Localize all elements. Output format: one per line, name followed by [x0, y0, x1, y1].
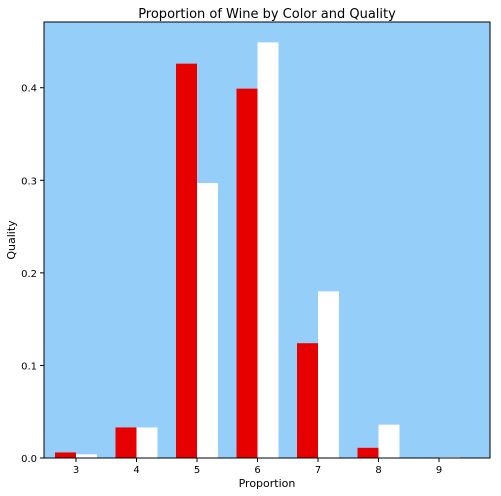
x-tick-label: 5	[194, 465, 200, 476]
x-tick-label: 4	[133, 465, 139, 476]
y-tick-label: 0.2	[21, 269, 37, 280]
bar-series1-7	[297, 343, 318, 458]
bar-series2-4	[136, 427, 158, 458]
bar-series2-8	[378, 424, 400, 458]
y-tick-label: 0.3	[21, 176, 37, 187]
x-tick-label: 6	[254, 465, 260, 476]
y-tick-label: 0.4	[21, 84, 37, 95]
bar-series1-4	[115, 427, 137, 458]
x-tick-label: 3	[73, 465, 79, 476]
x-tick-label: 9	[436, 465, 442, 476]
bar-series2-6	[257, 42, 279, 459]
bar-series1-3	[55, 452, 76, 458]
x-tick-label: 7	[315, 465, 321, 476]
x-axis-label: Proportion	[239, 477, 296, 490]
y-tick-label: 0.1	[21, 361, 37, 372]
bar-series1-8	[357, 447, 379, 458]
chart-title: Proportion of Wine by Color and Quality	[138, 7, 396, 22]
y-axis: 0.0 0.1 0.2 0.3 0.4	[21, 84, 44, 465]
y-axis-label: Quality	[5, 220, 18, 260]
x-axis: 3 4 5 6 7 8 9	[73, 458, 442, 476]
plot-frame	[43, 21, 491, 459]
bars-group	[55, 42, 460, 459]
bar-series2-3	[76, 454, 97, 458]
bar-series2-5	[197, 183, 218, 458]
bar-series1-5	[176, 63, 197, 458]
y-tick-label: 0.0	[21, 454, 37, 465]
bar-series2-7	[318, 291, 339, 458]
x-tick-label: 8	[375, 465, 381, 476]
bar-series1-6	[236, 88, 258, 458]
